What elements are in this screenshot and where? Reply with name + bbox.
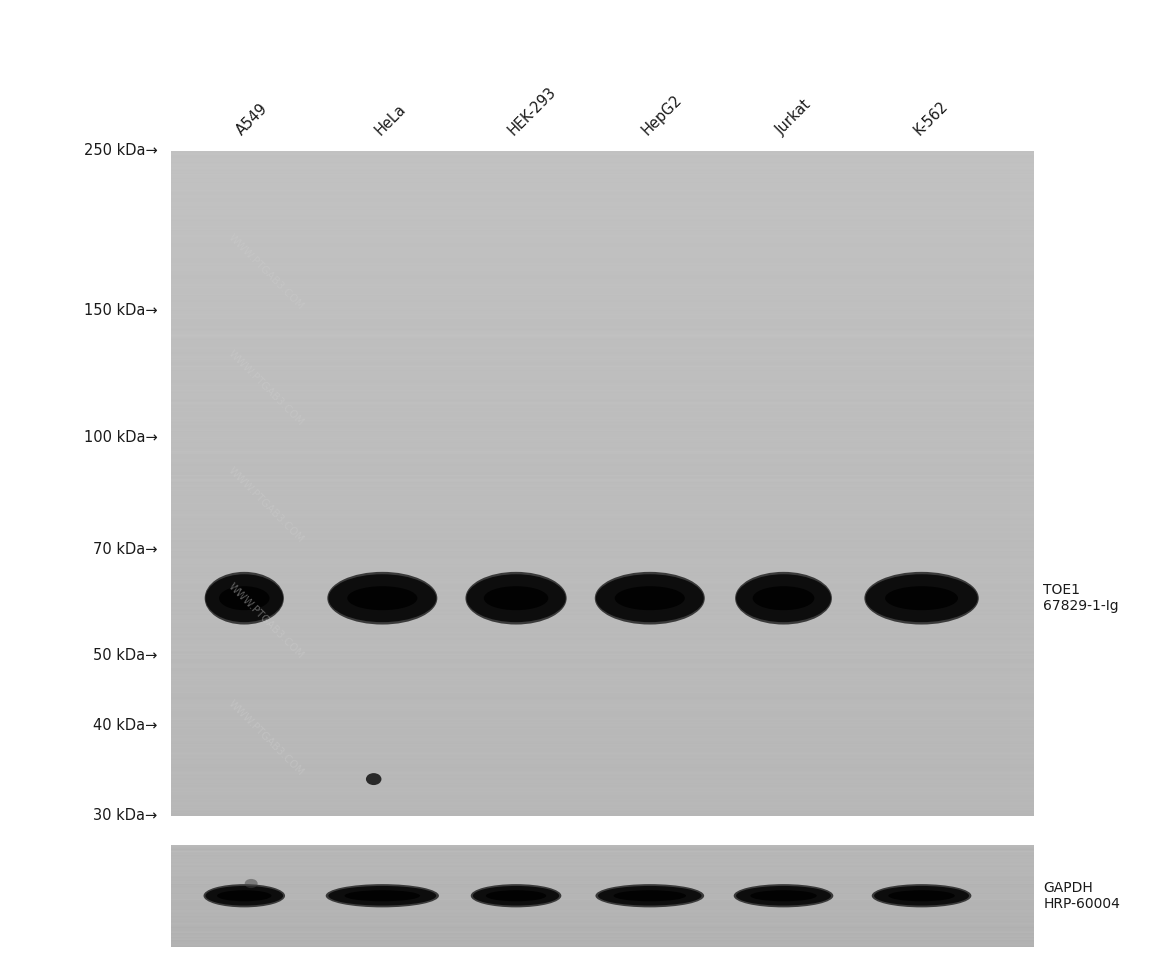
Ellipse shape [471, 885, 561, 907]
Ellipse shape [206, 886, 283, 906]
Text: WWW.PTGAB3.COM: WWW.PTGAB3.COM [226, 232, 305, 312]
Text: HepG2: HepG2 [639, 92, 685, 139]
Text: WWW.PTGAB3.COM: WWW.PTGAB3.COM [226, 349, 305, 428]
Text: 150 kDa→: 150 kDa→ [83, 303, 157, 318]
Text: 100 kDa→: 100 kDa→ [83, 430, 157, 446]
Ellipse shape [472, 886, 559, 906]
Text: 30 kDa→: 30 kDa→ [94, 808, 157, 823]
Ellipse shape [326, 885, 439, 907]
Text: HeLa: HeLa [372, 102, 409, 139]
Text: Jurkat: Jurkat [773, 97, 814, 139]
Text: K-562: K-562 [911, 99, 951, 139]
Text: HEK-293: HEK-293 [506, 84, 559, 139]
Text: A549: A549 [233, 101, 271, 139]
Text: TOE1
67829-1-Ig: TOE1 67829-1-Ig [1043, 584, 1119, 614]
Text: WWW.PTGAB3.COM: WWW.PTGAB3.COM [226, 582, 305, 661]
Ellipse shape [751, 890, 817, 901]
Ellipse shape [219, 586, 269, 610]
Ellipse shape [217, 890, 271, 901]
Ellipse shape [735, 572, 832, 624]
Ellipse shape [596, 885, 705, 907]
Ellipse shape [245, 879, 258, 888]
Text: 50 kDa→: 50 kDa→ [92, 648, 157, 663]
Ellipse shape [733, 885, 834, 907]
Ellipse shape [885, 586, 957, 610]
Ellipse shape [736, 886, 830, 906]
Ellipse shape [614, 586, 685, 610]
Ellipse shape [467, 574, 566, 622]
Ellipse shape [344, 890, 420, 901]
Ellipse shape [598, 886, 701, 906]
Ellipse shape [204, 572, 284, 624]
Ellipse shape [595, 572, 705, 624]
Text: WWW.PTGAB3.COM: WWW.PTGAB3.COM [226, 465, 305, 545]
Ellipse shape [328, 574, 437, 622]
Ellipse shape [736, 574, 830, 622]
Text: WWW.PTGAB3.COM: WWW.PTGAB3.COM [226, 698, 305, 778]
Ellipse shape [484, 586, 549, 610]
Ellipse shape [613, 890, 686, 901]
Ellipse shape [753, 586, 814, 610]
Ellipse shape [328, 886, 437, 906]
Text: 70 kDa→: 70 kDa→ [92, 543, 157, 557]
Ellipse shape [348, 586, 417, 610]
Ellipse shape [206, 574, 283, 622]
Text: 250 kDa→: 250 kDa→ [83, 143, 157, 158]
Ellipse shape [366, 773, 381, 786]
Text: GAPDH
HRP-60004: GAPDH HRP-60004 [1043, 881, 1120, 911]
Ellipse shape [596, 574, 703, 622]
Ellipse shape [874, 886, 969, 906]
Ellipse shape [327, 572, 438, 624]
Ellipse shape [865, 574, 977, 622]
Ellipse shape [203, 885, 285, 907]
Ellipse shape [486, 890, 546, 901]
Text: 40 kDa→: 40 kDa→ [92, 718, 157, 733]
Ellipse shape [864, 572, 978, 624]
Ellipse shape [872, 885, 971, 907]
Ellipse shape [888, 890, 955, 901]
Ellipse shape [465, 572, 567, 624]
